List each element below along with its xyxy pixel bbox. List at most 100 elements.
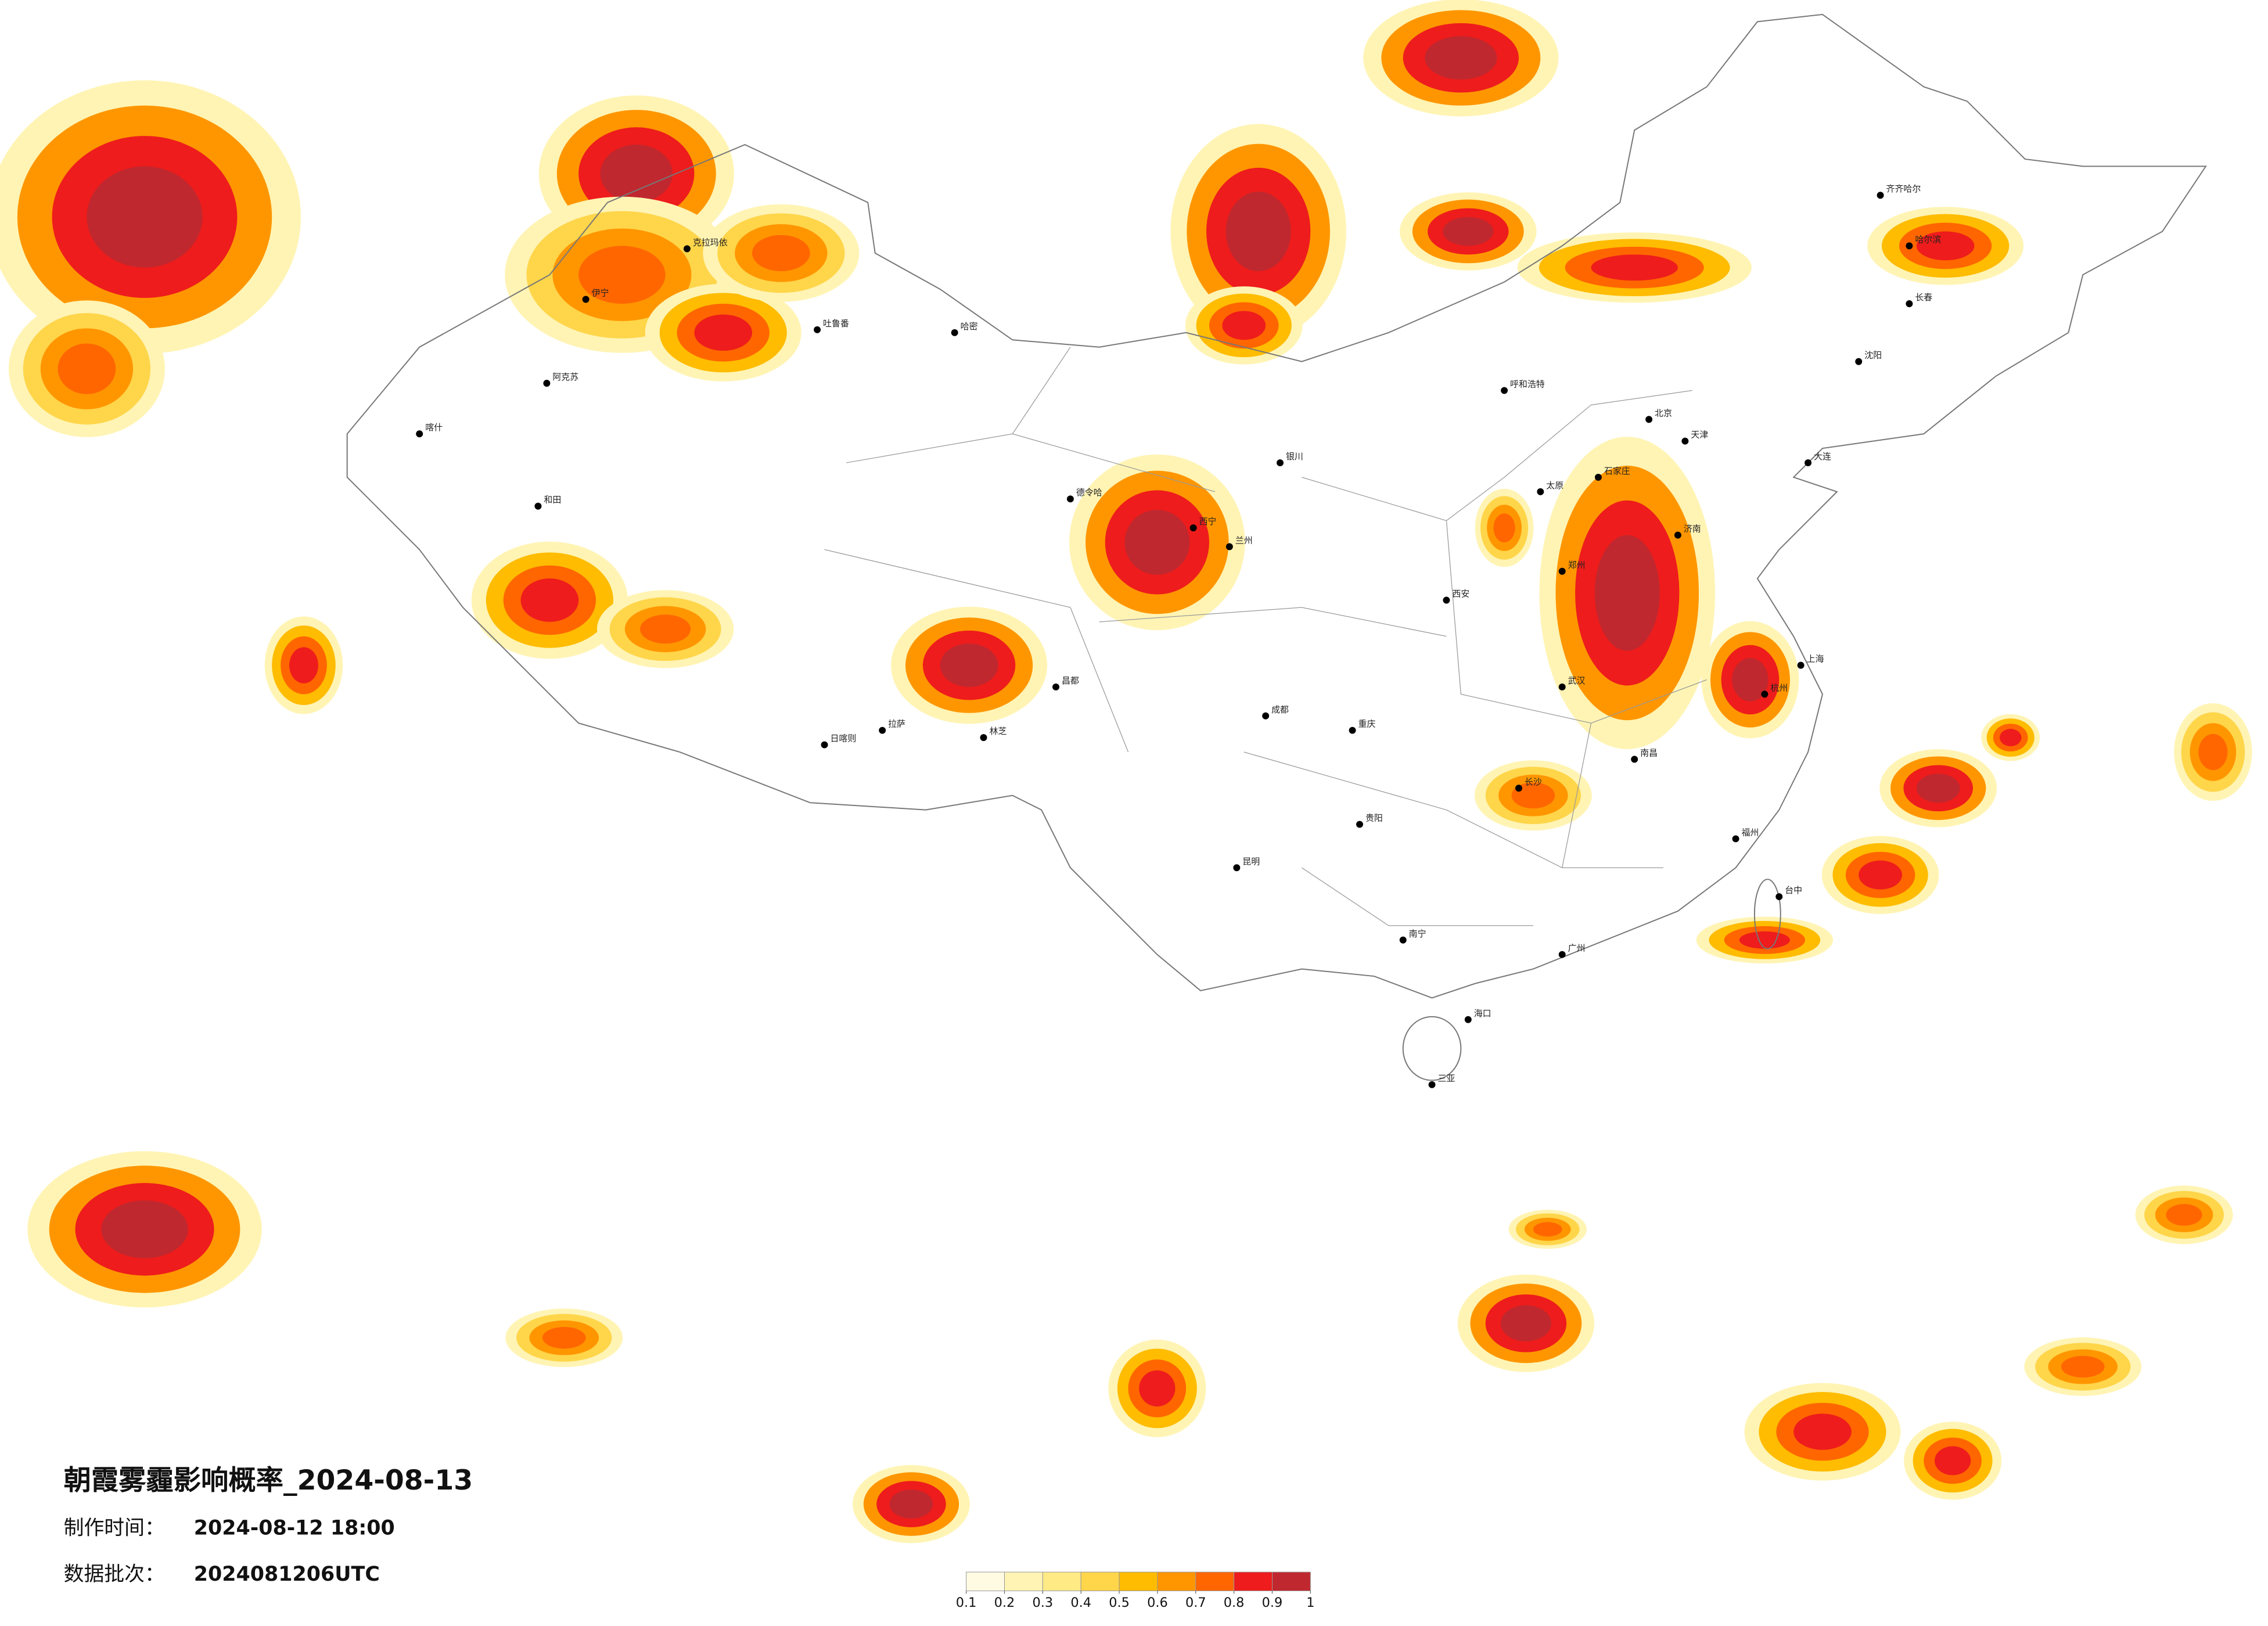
city-label: 和田 [544, 495, 561, 505]
city-label: 大连 [1814, 451, 1831, 462]
city-dot [534, 502, 542, 510]
city-label: 重庆 [1358, 719, 1376, 729]
city-label: 德令哈 [1076, 487, 1102, 498]
city-dot [1775, 893, 1783, 901]
city-dot [1537, 488, 1544, 495]
city-label: 哈密 [961, 321, 978, 332]
legend-tick-label: 0.8 [1224, 1595, 1245, 1610]
city-dot [1558, 567, 1566, 575]
haze-patch [889, 1490, 933, 1519]
colorbar: 0.1 0.2 0.3 0.4 0.5 0.6 0.7 0.8 0.9 1 [956, 1571, 1314, 1610]
city-dot [821, 741, 828, 749]
haze-patch [1594, 535, 1660, 651]
haze-patch [1591, 254, 1678, 281]
city-dot [1906, 242, 1913, 250]
city-label: 太原 [1546, 480, 1563, 491]
city-dot [1189, 524, 1197, 531]
legend-swatch [1195, 1571, 1235, 1591]
haze-patch [1732, 658, 1769, 702]
legend-swatch [1004, 1571, 1043, 1591]
city-label: 克拉玛依 [693, 237, 728, 247]
city-dot [543, 379, 551, 387]
city-dot [1399, 936, 1407, 944]
legend-swatch [1271, 1571, 1311, 1591]
city-dot [1262, 712, 1270, 720]
hainan-outline [1402, 1016, 1462, 1081]
haze-patch [87, 166, 203, 268]
city-label: 伊宁 [592, 288, 609, 298]
haze-patch [101, 1200, 188, 1258]
made-value: 2024-08-12 18:00 [194, 1516, 395, 1539]
haze-patch [542, 1326, 586, 1349]
city-label: 济南 [1684, 524, 1701, 534]
city-label: 上海 [1807, 654, 1824, 664]
city-dot [1732, 835, 1739, 843]
city-dot [1443, 596, 1450, 604]
haze-patch [1139, 1370, 1176, 1406]
city-label: 拉萨 [888, 719, 905, 729]
city-label: 成都 [1271, 704, 1289, 715]
city-dot [1225, 543, 1233, 551]
haze-patch [289, 647, 318, 684]
city-label: 阿克苏 [552, 372, 578, 382]
city-dot [1501, 387, 1508, 394]
haze-patch [1533, 1222, 1562, 1237]
haze-patch [1739, 931, 1790, 949]
city-dot [1356, 821, 1363, 828]
city-label: 哈尔滨 [1915, 234, 1941, 244]
city-dot [1877, 192, 1884, 199]
city-label: 天津 [1691, 430, 1708, 440]
city-label: 喀什 [425, 422, 443, 433]
city-label: 呼和浩特 [1510, 379, 1545, 389]
city-label: 日喀则 [831, 733, 857, 744]
city-dot [1797, 661, 1805, 669]
city-label: 石家庄 [1604, 466, 1630, 476]
haze-patch [1124, 509, 1190, 575]
legend-swatch [1119, 1571, 1158, 1591]
made-label: 制作时间： [64, 1516, 165, 1539]
city-label: 沈阳 [1864, 350, 1882, 361]
city-label: 杭州 [1770, 682, 1788, 693]
legend-swatch [966, 1571, 1005, 1591]
map-title: 朝霞雾霾影响概率_2024-08-13 [64, 1465, 473, 1497]
province-borders [824, 347, 1707, 926]
city-dot [1761, 690, 1769, 698]
city-label: 台中 [1785, 885, 1802, 895]
city-label: 北京 [1655, 408, 1672, 418]
haze-patch [752, 235, 810, 271]
legend-swatch [1234, 1571, 1273, 1591]
city-dot [951, 329, 958, 336]
haze-patch [578, 246, 666, 304]
legend-tick-label: 0.4 [1070, 1595, 1091, 1610]
legend-tick-label: 0.7 [1185, 1595, 1206, 1610]
haze-patch [1225, 191, 1291, 271]
city-dot [1558, 683, 1566, 690]
haze-patch [1916, 231, 1975, 261]
haze-patch [1425, 36, 1497, 80]
city-dot [1855, 358, 1863, 365]
haze-patch [1934, 1446, 1971, 1476]
legend-swatch [1042, 1571, 1081, 1591]
city-dot [1558, 951, 1566, 958]
haze-patch [57, 343, 116, 394]
city-label: 林芝 [989, 726, 1007, 736]
city-dot [1645, 416, 1653, 423]
haze-patch [520, 578, 579, 622]
city-label: 吐鲁番 [823, 318, 849, 329]
city-label: 兰州 [1235, 535, 1253, 545]
haze-patch [1493, 513, 1515, 542]
haze-patch [1443, 217, 1494, 246]
legend-tick-label: 0.5 [1109, 1595, 1130, 1610]
haze-patch [1222, 311, 1266, 340]
taiwan-outline [1753, 879, 1781, 949]
city-label: 广州 [1568, 943, 1586, 954]
city-dot [1631, 756, 1638, 763]
city-dot [582, 296, 590, 303]
city-label: 贵阳 [1365, 813, 1383, 823]
haze-patch [940, 643, 998, 687]
city-dot [1594, 473, 1602, 481]
legend-swatch [1080, 1571, 1120, 1591]
city-dot [980, 734, 987, 742]
city-dot [814, 326, 821, 333]
